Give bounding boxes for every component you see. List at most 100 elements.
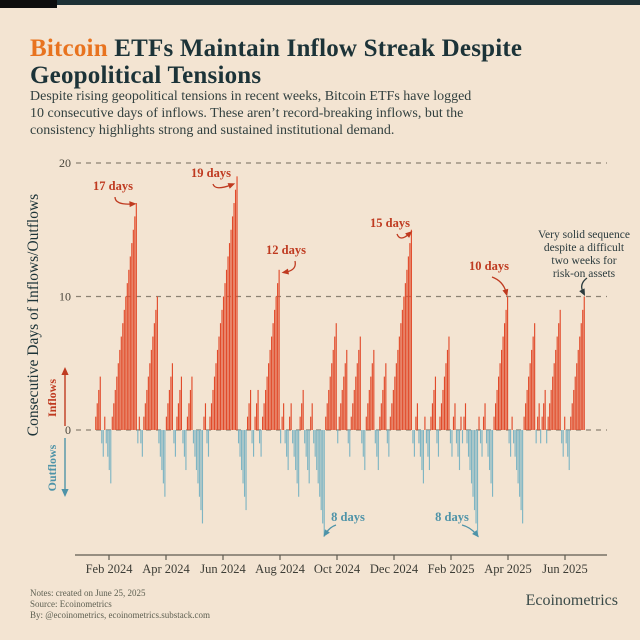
outflow-bar (425, 430, 427, 444)
outflow-bar (412, 430, 414, 444)
inflow-bar (403, 296, 405, 430)
inflow-bar (334, 336, 336, 430)
inflow-bar (188, 403, 190, 430)
outflow-bar (466, 430, 468, 444)
inflow-bar (216, 349, 219, 430)
inflow-bar (350, 416, 352, 430)
inflow-bar (191, 376, 193, 430)
inflow-bar (407, 256, 409, 430)
outflow-bar (475, 430, 477, 524)
outflow-bar (298, 430, 300, 497)
top-left-black-tab (0, 0, 57, 8)
outflow-bar (141, 430, 143, 457)
inflow-bar (123, 309, 125, 430)
x-tick-label: Feb 2024 (86, 562, 134, 576)
annotation-arrow (491, 276, 507, 293)
inflow-bar (219, 323, 222, 430)
inflow-bar (454, 403, 456, 430)
inflow-bar (95, 416, 97, 430)
inflow-bar (445, 363, 447, 430)
inflow-bar (556, 336, 558, 430)
inflow-bar (446, 349, 449, 430)
inflow-bar (131, 243, 133, 430)
inflow-bar (179, 389, 181, 430)
page-title: Bitcoin ETFs Maintain Inflow Streak Desp… (30, 35, 618, 89)
outflow-bar (517, 430, 519, 484)
inflow-bar (128, 269, 130, 430)
inflow-bar (571, 403, 573, 430)
x-tick-label: Feb 2025 (428, 562, 475, 576)
inflow-bar (299, 416, 301, 430)
outflow-bar (201, 430, 204, 524)
inflow-bar (290, 403, 292, 430)
inflow-bar (332, 349, 334, 430)
outflow-bar (319, 430, 321, 497)
outflow-bar (194, 430, 196, 457)
inflow-bar (119, 349, 121, 430)
inflow-bar (394, 376, 396, 430)
inflow-bar (338, 416, 340, 430)
outflow-bar (102, 430, 104, 457)
inflow-bar (266, 376, 268, 430)
x-tick-label: Jun 2024 (200, 562, 246, 576)
inflow-bar (528, 376, 530, 430)
outflow-bar (540, 430, 542, 444)
inflow-bar (213, 376, 216, 430)
outflow-bar (519, 430, 521, 497)
inflow-bar (389, 416, 391, 430)
inflow-bar (576, 363, 578, 430)
inflow-bar (370, 376, 372, 430)
inflow-bar (246, 416, 249, 430)
inflow-bar (579, 336, 581, 430)
inflow-bar (482, 416, 485, 430)
outflow-bar (307, 430, 309, 471)
outflow-bar (349, 430, 351, 457)
inflow-bar (311, 403, 313, 430)
outflow-bar (105, 430, 107, 444)
chart-annotation: 15 days (370, 216, 410, 230)
outflow-bar (243, 430, 246, 497)
chart-annotation: 8 days (435, 510, 469, 524)
inflow-bar (478, 416, 480, 430)
inflow-bar (143, 416, 145, 430)
inflow-bar (531, 349, 533, 430)
inflow-bar (383, 376, 385, 430)
inflow-bar (269, 349, 271, 430)
outflow-bar (195, 430, 198, 471)
inflow-bar (499, 363, 501, 430)
inflow-bar (277, 283, 279, 430)
annotation-arrowhead-icon (579, 288, 586, 297)
outflow-bar (374, 430, 376, 444)
inflow-bar (511, 416, 513, 430)
outflow-bar (388, 430, 390, 457)
inflow-bar (98, 389, 100, 430)
inflow-bar (553, 363, 555, 430)
inflow-bar (156, 296, 158, 430)
inflow-bar (326, 403, 328, 430)
annotation-arrowhead-icon (472, 530, 479, 538)
outflow-bar (305, 430, 307, 457)
inflow-bar (218, 336, 220, 430)
inflow-bar (448, 336, 450, 430)
outflow-bar (362, 430, 364, 457)
footer-note-source: Source: Ecoinometrics (30, 599, 112, 609)
inflow-bar (537, 416, 539, 430)
y-tick-label: 20 (59, 156, 71, 170)
outflow-bar (197, 430, 199, 484)
outflow-bar (377, 430, 379, 471)
outflow-bar (192, 430, 195, 444)
outflow-bar (207, 430, 210, 457)
inflow-bar (283, 403, 285, 430)
x-tick-label: Dec 2024 (370, 562, 419, 576)
inflow-bar (215, 363, 217, 430)
subtitle-line: 10 consecutive days of inflows. These ar… (30, 106, 464, 121)
x-tick-label: Apr 2025 (484, 562, 532, 576)
outflow-bar (413, 430, 415, 457)
inflow-bar (262, 416, 264, 430)
outflow-bar (437, 430, 440, 457)
outflow-bar (237, 430, 240, 444)
outflow-bar (240, 430, 243, 471)
inflow-bar (385, 363, 387, 430)
inflow-bar (529, 363, 531, 430)
inflow-bar (541, 416, 543, 430)
